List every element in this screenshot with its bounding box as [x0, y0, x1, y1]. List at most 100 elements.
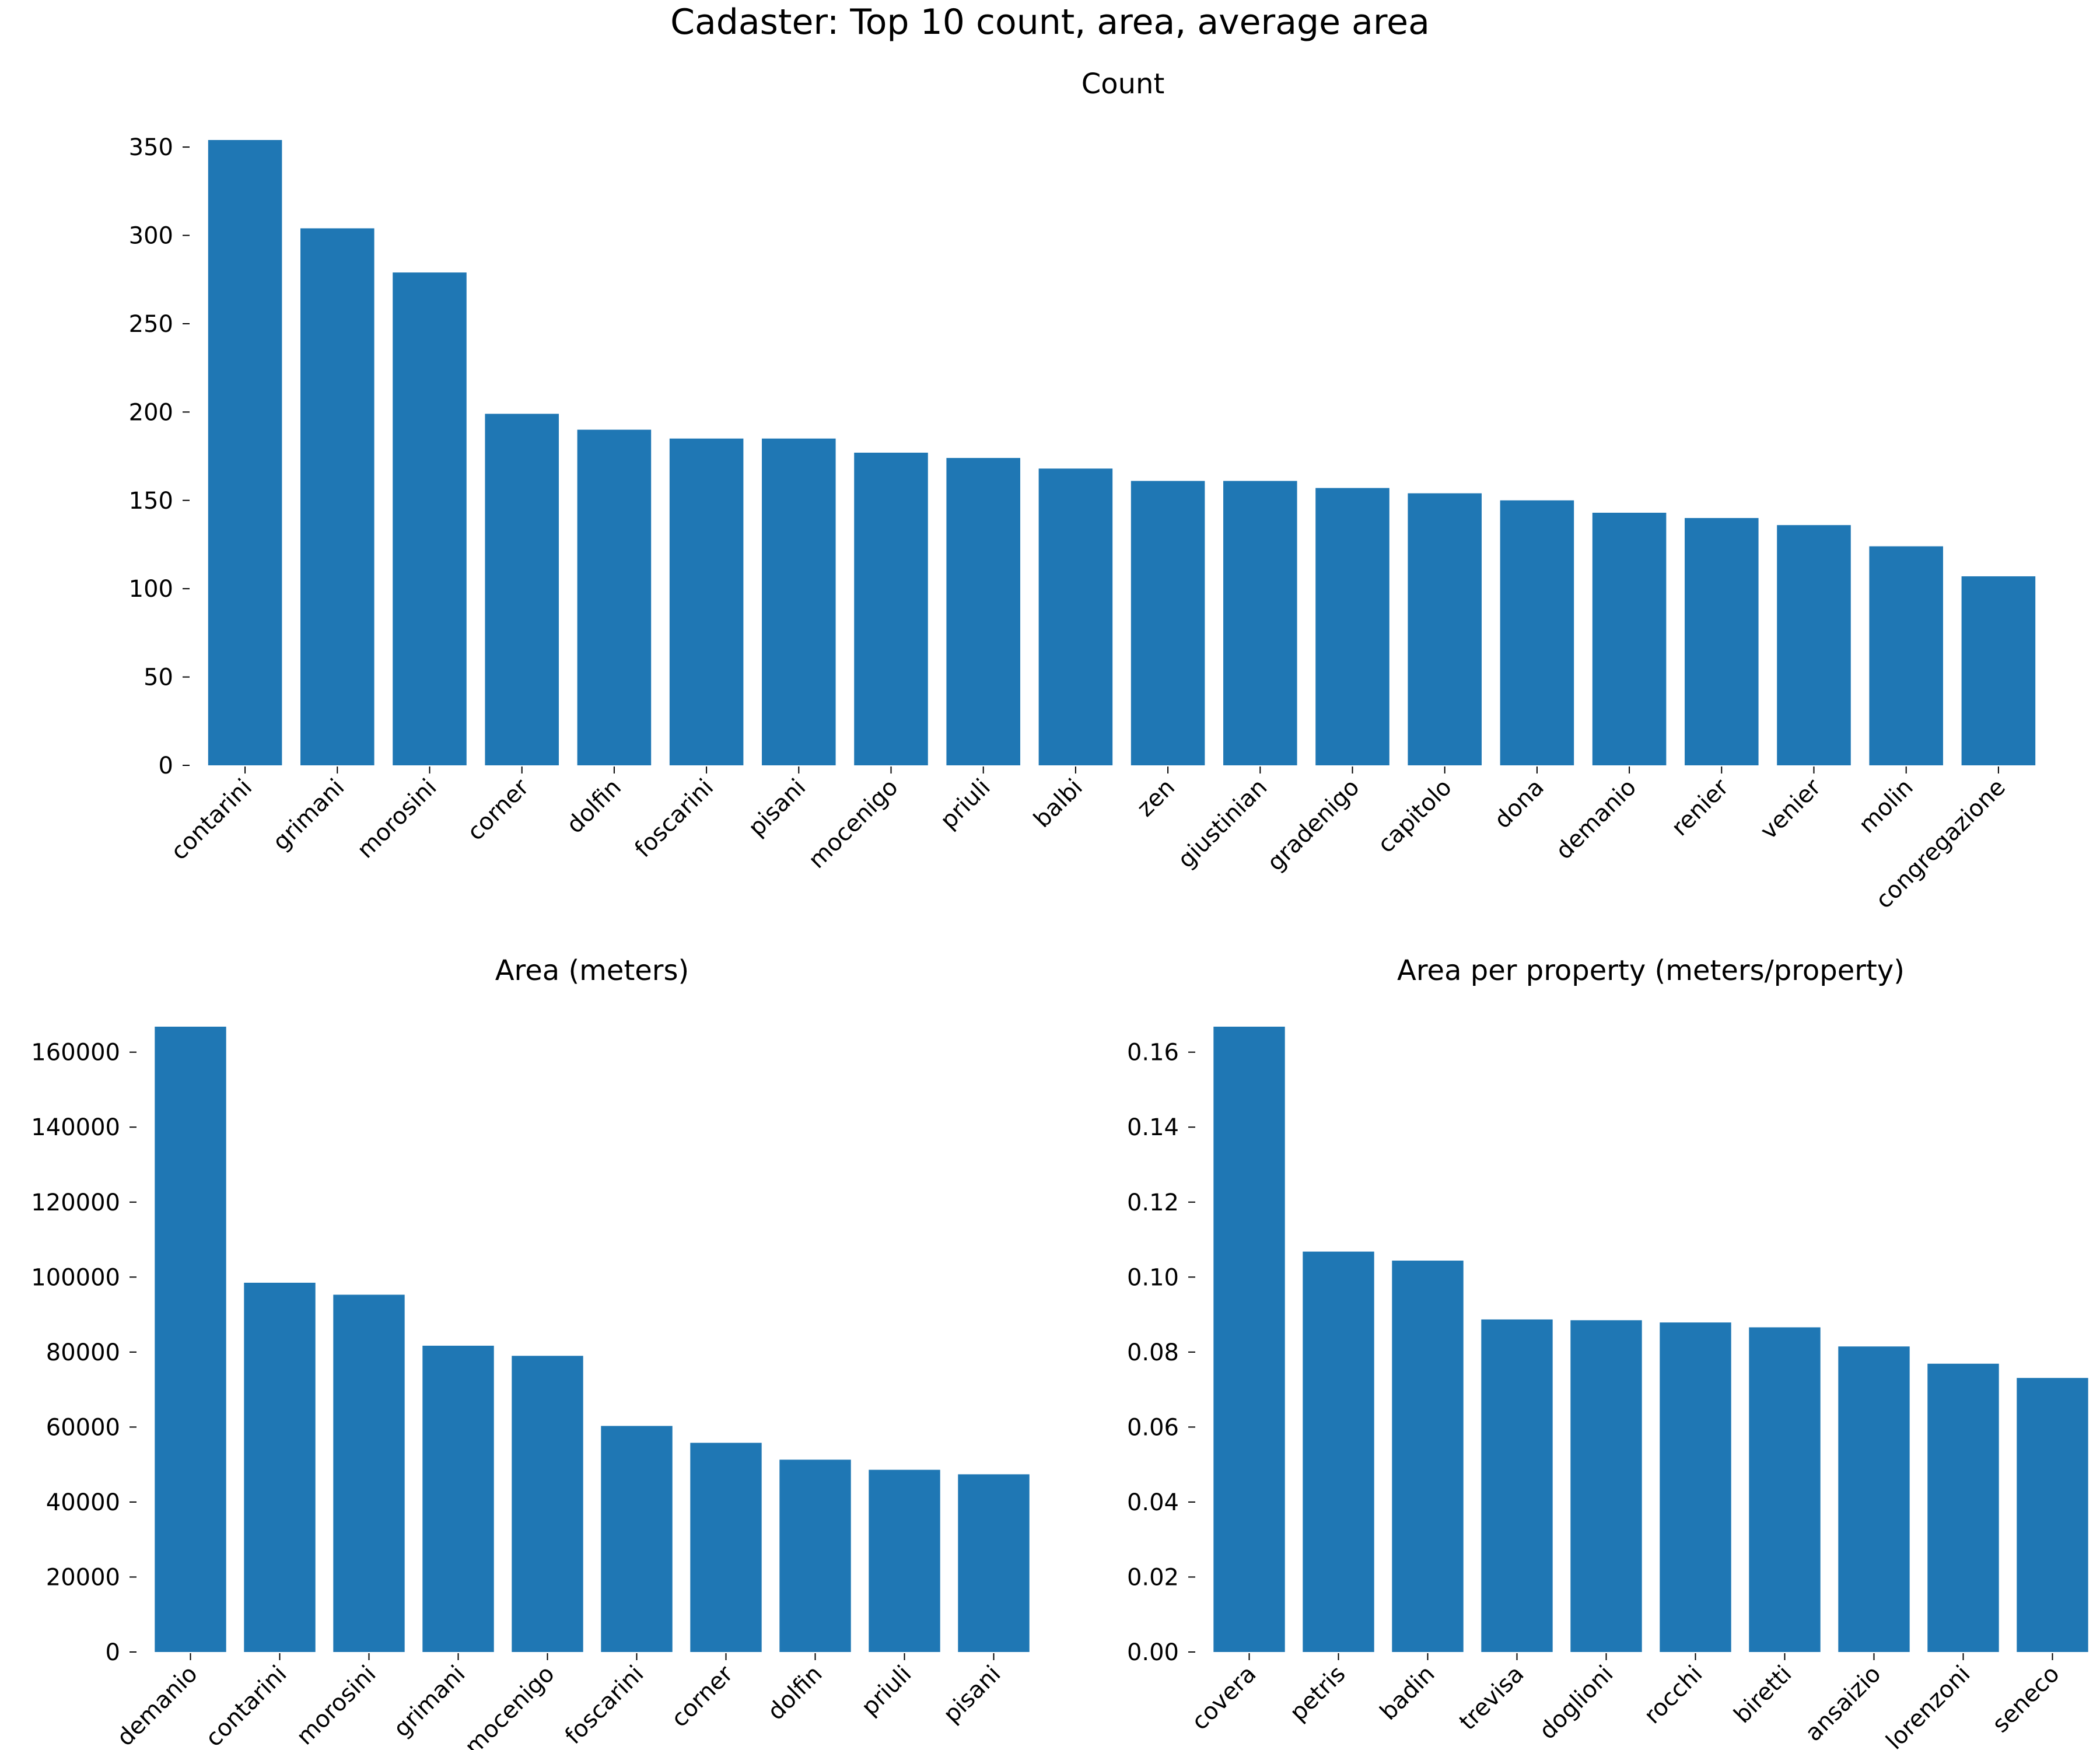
area-ytick-label: 20000 [46, 1564, 120, 1591]
count-ytick-label: 200 [129, 399, 173, 426]
count-xtick-label: gradenigo [1262, 774, 1365, 877]
area-per-property-bar [2017, 1378, 2088, 1652]
count-ytick-label: 300 [129, 223, 173, 250]
count-xtick-label: demanio [1550, 774, 1642, 865]
area-ytick-label: 80000 [46, 1339, 120, 1366]
count-xtick-label: balbi [1028, 774, 1087, 833]
count-ytick-label: 150 [129, 488, 173, 514]
count-xtick-label: pisani [743, 774, 811, 842]
area-chart: Area (meters) 0 20000 40000 60000 80000 10000… [31, 954, 1030, 1750]
area-ytick-label: 0 [106, 1639, 120, 1666]
count-ytick-label: 0 [159, 752, 173, 779]
count-bar [946, 458, 1020, 765]
area-bar [869, 1469, 940, 1652]
count-bar [208, 140, 282, 765]
count-xtick-label: capitolo [1373, 774, 1457, 859]
area-per-property-chart: Area per property (meters/property) 0.00… [1127, 954, 2088, 1750]
count-chart-title: Count [1082, 68, 1165, 100]
area-bar [244, 1282, 316, 1652]
count-xtick-label: dona [1489, 774, 1549, 834]
count-bar [1315, 488, 1390, 765]
area-bar [601, 1426, 673, 1652]
area-per-property-bar [1303, 1251, 1374, 1652]
area-per-property-ytick-label: 0.08 [1127, 1339, 1179, 1366]
area-per-property-bar [1927, 1363, 1999, 1652]
area-per-property-ytick-label: 0.16 [1127, 1040, 1179, 1066]
count-bar [1777, 525, 1851, 765]
area-per-property-chart-title: Area per property (meters/property) [1397, 954, 1905, 987]
area-ytick-label: 120000 [31, 1189, 120, 1216]
area-xtick-label: foscarini [560, 1661, 649, 1750]
area-per-property-ytick-label: 0.10 [1127, 1264, 1179, 1291]
area-per-property-xtick-label: lorenzoni [1881, 1661, 1976, 1750]
area-per-property-bar [1838, 1346, 1910, 1652]
count-bar [393, 272, 467, 765]
area-per-property-bar [1392, 1261, 1464, 1652]
area-bar [512, 1356, 583, 1652]
area-per-property-xtick-label: seneco [1987, 1661, 2065, 1738]
count-bar [1038, 468, 1113, 765]
area-xtick-label: grimani [388, 1661, 471, 1743]
figure-title: Cadaster: Top 10 count, area, average ar… [670, 2, 1430, 43]
area-xtick-label: mocenigo [460, 1661, 559, 1750]
count-xtick-label: morosini [352, 774, 442, 864]
area-per-property-xtick-label: rocchi [1639, 1661, 1708, 1730]
area-per-property-ytick-label: 0.00 [1127, 1639, 1179, 1666]
count-xtick-label: foscarini [629, 774, 719, 863]
area-per-property-bar [1213, 1027, 1285, 1652]
count-bar [577, 429, 652, 765]
area-per-property-bar [1660, 1322, 1731, 1652]
count-xtick-label: renier [1667, 774, 1734, 841]
area-per-property-xtick-label: ansaizio [1800, 1661, 1887, 1747]
count-bar [1592, 512, 1667, 765]
count-bar [1869, 546, 1943, 765]
area-ytick-label: 60000 [46, 1414, 120, 1441]
count-bar [1223, 481, 1297, 765]
count-xtick-label: molin [1854, 774, 1919, 839]
count-bar [854, 453, 928, 765]
count-bar [1500, 500, 1574, 765]
area-per-property-bar [1749, 1327, 1821, 1652]
count-bar [669, 438, 744, 765]
area-chart-title: Area (meters) [495, 954, 690, 987]
area-per-property-ytick-label: 0.02 [1127, 1564, 1179, 1591]
count-xtick-label: priuli [935, 774, 996, 835]
area-per-property-xtick-label: petris [1284, 1661, 1350, 1727]
area-ytick-label: 40000 [46, 1489, 120, 1516]
area-xtick-label: corner [666, 1660, 738, 1732]
count-xtick-label: giustinian [1172, 774, 1272, 874]
count-chart: Count 0 50 100 150 200 250 300 350 contarini grim… [129, 68, 2036, 914]
count-xtick-label: zen [1132, 774, 1180, 822]
area-xtick-label: morosini [291, 1661, 381, 1750]
area-per-property-xtick-label: trevisa [1454, 1661, 1530, 1736]
area-bar [422, 1345, 494, 1652]
count-bar [1130, 481, 1205, 765]
area-xtick-label: contarini [201, 1661, 292, 1750]
area-xtick-label: pisani [938, 1661, 1006, 1728]
area-per-property-xtick-label: biretti [1729, 1661, 1797, 1729]
area-per-property-bar [1570, 1320, 1642, 1652]
count-xtick-label: corner [462, 774, 534, 846]
count-ytick-label: 250 [129, 311, 173, 338]
count-bar [485, 414, 559, 765]
count-ytick-label: 50 [144, 664, 173, 691]
area-per-property-ytick-label: 0.12 [1127, 1189, 1179, 1216]
area-bar [958, 1474, 1030, 1652]
area-bar [690, 1443, 762, 1652]
count-bar [762, 438, 836, 765]
count-bar [300, 228, 374, 765]
area-per-property-xtick-label: covera [1186, 1661, 1261, 1735]
count-xtick-label: contarini [166, 774, 257, 866]
area-per-property-bar [1481, 1319, 1553, 1652]
area-bar [155, 1027, 226, 1652]
count-xtick-label: mocenigo [803, 774, 903, 874]
area-ytick-label: 100000 [31, 1264, 120, 1291]
area-xtick-label: demanio [112, 1661, 203, 1750]
area-per-property-ytick-label: 0.06 [1127, 1414, 1179, 1441]
area-per-property-ytick-label: 0.14 [1127, 1114, 1179, 1141]
count-ytick-label: 350 [129, 134, 173, 161]
area-per-property-ytick-label: 0.04 [1127, 1489, 1179, 1516]
area-xtick-label: priuli [856, 1661, 917, 1721]
count-bar [1961, 576, 2036, 765]
